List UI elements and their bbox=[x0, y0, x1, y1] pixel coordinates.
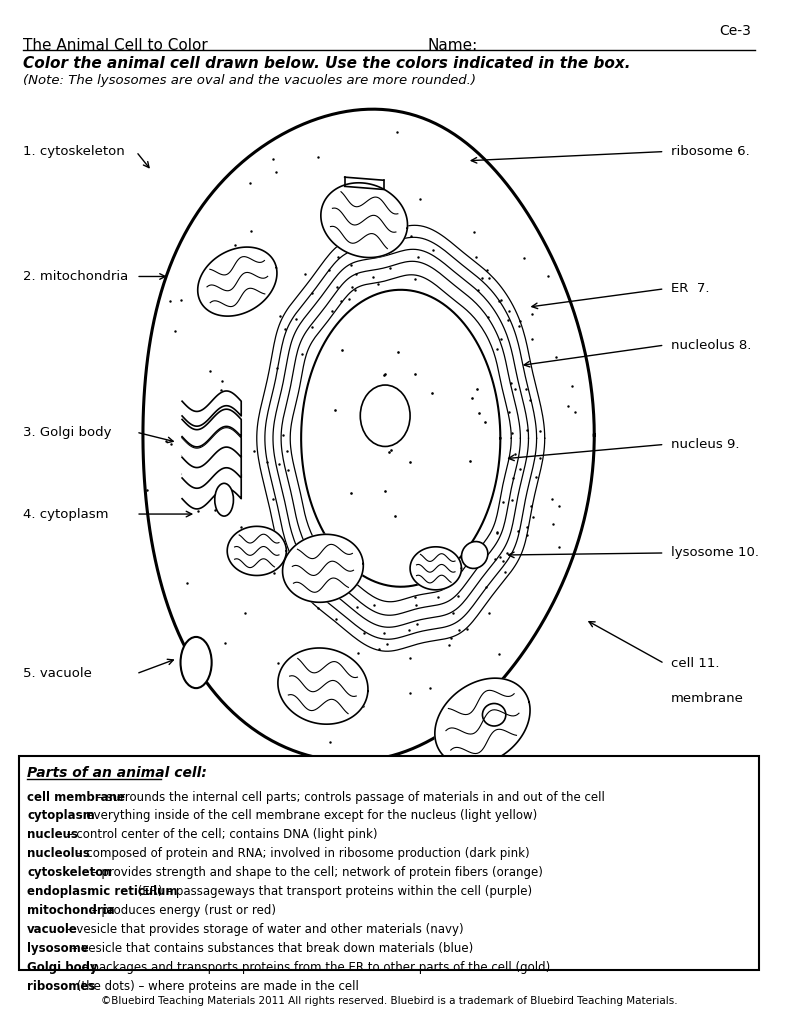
Polygon shape bbox=[182, 391, 241, 426]
Text: ©Bluebird Teaching Materials 2011 All rights reserved. Bluebird is a trademark o: ©Bluebird Teaching Materials 2011 All ri… bbox=[100, 996, 677, 1007]
Ellipse shape bbox=[180, 637, 212, 688]
Text: – composed of protein and RNA; involved in ribosome production (dark pink): – composed of protein and RNA; involved … bbox=[73, 848, 530, 860]
Polygon shape bbox=[182, 410, 241, 446]
Text: cytoskeleton: cytoskeleton bbox=[27, 866, 112, 880]
Text: – produces energy (rust or red): – produces energy (rust or red) bbox=[89, 904, 276, 918]
Ellipse shape bbox=[215, 483, 233, 516]
Polygon shape bbox=[198, 247, 277, 316]
Text: nucleus 9.: nucleus 9. bbox=[671, 438, 740, 451]
Text: 5. vacuole: 5. vacuole bbox=[24, 668, 93, 680]
Text: (the dots) – where proteins are made in the cell: (the dots) – where proteins are made in … bbox=[73, 980, 359, 993]
Text: 2. mitochondria: 2. mitochondria bbox=[24, 270, 129, 283]
Text: cell membrane: cell membrane bbox=[27, 791, 125, 804]
Polygon shape bbox=[435, 678, 530, 766]
Text: endoplasmic reticulum: endoplasmic reticulum bbox=[27, 885, 178, 898]
Polygon shape bbox=[282, 535, 363, 602]
Text: Name:: Name: bbox=[428, 38, 479, 53]
Text: cytoplasm: cytoplasm bbox=[27, 809, 95, 822]
Polygon shape bbox=[301, 290, 501, 587]
Text: Ce-3: Ce-3 bbox=[719, 24, 751, 38]
Text: nucleolus: nucleolus bbox=[27, 848, 90, 860]
Text: (Note: The lysosomes are oval and the vacuoles are more rounded.): (Note: The lysosomes are oval and the va… bbox=[24, 74, 476, 87]
Ellipse shape bbox=[360, 385, 410, 446]
Text: vacuole: vacuole bbox=[27, 924, 78, 936]
Text: nucleolus 8.: nucleolus 8. bbox=[671, 339, 751, 351]
Text: 1. cytoskeleton: 1. cytoskeleton bbox=[24, 145, 125, 158]
Text: – surrounds the internal cell parts; controls passage of materials in and out of: – surrounds the internal cell parts; con… bbox=[93, 791, 605, 804]
Ellipse shape bbox=[461, 542, 488, 568]
Polygon shape bbox=[321, 183, 407, 257]
Text: (ER) – passageways that transport proteins within the cell (purple): (ER) – passageways that transport protei… bbox=[134, 885, 532, 898]
Polygon shape bbox=[410, 547, 461, 590]
Text: lysosome 10.: lysosome 10. bbox=[671, 547, 759, 559]
Text: ER  7.: ER 7. bbox=[671, 283, 710, 295]
Text: Color the animal cell drawn below. Use the colors indicated in the box.: Color the animal cell drawn below. Use t… bbox=[24, 56, 631, 72]
Polygon shape bbox=[143, 110, 594, 761]
Text: Golgi body: Golgi body bbox=[27, 961, 98, 974]
Text: – provides strength and shape to the cell; network of protein fibers (orange): – provides strength and shape to the cel… bbox=[89, 866, 543, 880]
Text: cell 11.: cell 11. bbox=[671, 657, 719, 670]
Polygon shape bbox=[182, 464, 241, 509]
Ellipse shape bbox=[483, 703, 505, 726]
Text: – vesicle that contains substances that break down materials (blue): – vesicle that contains substances that … bbox=[68, 942, 473, 955]
Text: membrane: membrane bbox=[671, 692, 744, 705]
Text: The Animal Cell to Color: The Animal Cell to Color bbox=[24, 38, 208, 53]
Text: 3. Golgi body: 3. Golgi body bbox=[24, 426, 112, 438]
Text: ribosome 6.: ribosome 6. bbox=[671, 145, 750, 158]
Text: – packages and transports proteins from the ER to other parts of the cell (gold): – packages and transports proteins from … bbox=[78, 961, 551, 974]
Polygon shape bbox=[182, 427, 241, 468]
Polygon shape bbox=[227, 526, 286, 575]
Polygon shape bbox=[278, 648, 368, 724]
Text: ribosomes: ribosomes bbox=[27, 980, 96, 993]
FancyBboxPatch shape bbox=[20, 756, 759, 970]
Text: – control center of the cell; contains DNA (light pink): – control center of the cell; contains D… bbox=[63, 828, 377, 842]
Text: nucleus: nucleus bbox=[27, 828, 78, 842]
Text: Parts of an animal cell:: Parts of an animal cell: bbox=[27, 766, 207, 780]
Text: – vesicle that provides storage of water and other materials (navy): – vesicle that provides storage of water… bbox=[63, 924, 464, 936]
Text: 4. cytoplasm: 4. cytoplasm bbox=[24, 508, 109, 520]
Text: lysosome: lysosome bbox=[27, 942, 89, 955]
Polygon shape bbox=[182, 445, 241, 488]
Text: mitochondria: mitochondria bbox=[27, 904, 115, 918]
Text: – everything inside of the cell membrane except for the nucleus (light yellow): – everything inside of the cell membrane… bbox=[73, 809, 537, 822]
